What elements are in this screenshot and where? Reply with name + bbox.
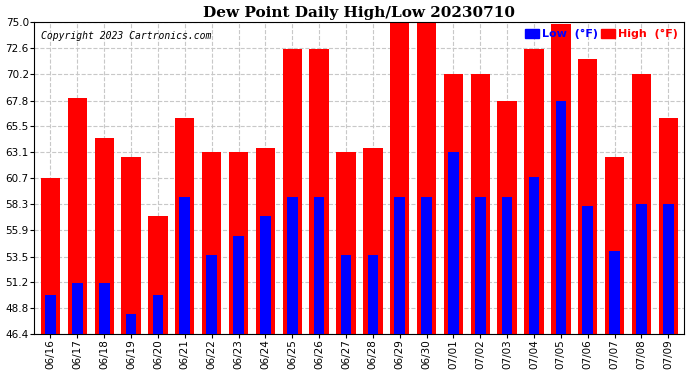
Bar xyxy=(336,152,355,334)
Bar xyxy=(529,177,540,334)
Bar xyxy=(578,59,598,334)
Bar xyxy=(229,152,248,334)
Bar xyxy=(260,216,270,334)
Bar xyxy=(471,75,490,334)
Bar xyxy=(206,255,217,334)
Bar xyxy=(233,236,244,334)
Bar xyxy=(555,100,566,334)
Bar xyxy=(148,216,168,334)
Bar xyxy=(448,152,459,334)
Bar xyxy=(287,196,297,334)
Bar xyxy=(314,196,324,334)
Bar xyxy=(152,295,164,334)
Bar xyxy=(663,204,673,334)
Bar xyxy=(502,196,513,334)
Bar xyxy=(475,196,486,334)
Bar xyxy=(417,20,436,334)
Text: Copyright 2023 Cartronics.com: Copyright 2023 Cartronics.com xyxy=(41,32,211,42)
Title: Dew Point Daily High/Low 20230710: Dew Point Daily High/Low 20230710 xyxy=(204,6,515,20)
Bar xyxy=(636,204,647,334)
Bar xyxy=(179,196,190,334)
Bar xyxy=(202,152,221,334)
Bar xyxy=(175,118,195,334)
Bar xyxy=(283,50,302,334)
Bar xyxy=(363,147,382,334)
Bar xyxy=(309,50,328,334)
Bar xyxy=(41,178,60,334)
Bar xyxy=(444,75,463,334)
Bar xyxy=(45,295,56,334)
Bar xyxy=(95,138,114,334)
Bar xyxy=(390,20,409,334)
Bar xyxy=(421,196,432,334)
Bar xyxy=(99,283,110,334)
Bar xyxy=(497,100,517,334)
Bar xyxy=(609,251,620,334)
Bar xyxy=(395,196,405,334)
Legend: Low  (°F), High  (°F): Low (°F), High (°F) xyxy=(524,28,679,40)
Bar xyxy=(582,206,593,334)
Bar xyxy=(659,118,678,334)
Bar xyxy=(68,99,87,334)
Bar xyxy=(551,24,571,334)
Bar xyxy=(72,283,83,334)
Bar xyxy=(368,255,378,334)
Bar xyxy=(126,314,137,334)
Bar xyxy=(605,158,624,334)
Bar xyxy=(256,147,275,334)
Bar xyxy=(121,158,141,334)
Bar xyxy=(341,255,351,334)
Bar xyxy=(632,75,651,334)
Bar xyxy=(524,50,544,334)
